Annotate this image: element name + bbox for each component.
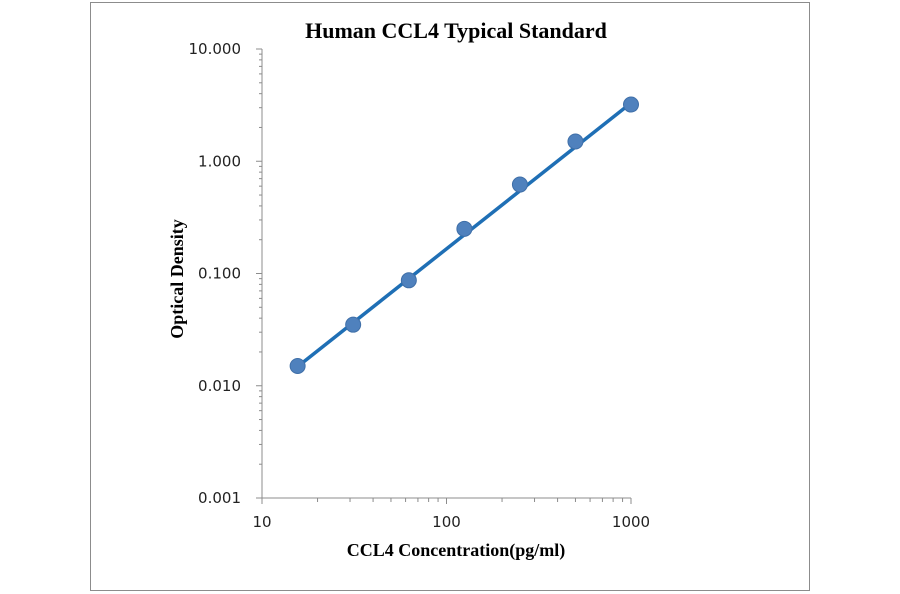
y-tick-label: 1.000 (198, 152, 241, 170)
x-axis-title: CCL4 Concentration(pg/ml) (347, 540, 566, 561)
chart-frame (90, 2, 810, 591)
chart-title: Human CCL4 Typical Standard (305, 18, 607, 43)
data-point (345, 316, 362, 333)
data-point (400, 272, 417, 289)
data-point (456, 220, 473, 237)
data-point (623, 96, 639, 113)
y-tick-label: 0.010 (198, 377, 241, 395)
y-tick-label: 0.100 (198, 265, 241, 283)
x-tick-label: 10 (252, 513, 271, 531)
x-tick-label: 1000 (612, 513, 650, 531)
axes: 10.000 1.000 0.100 0.010 0.001 10 100 1000 (189, 40, 651, 531)
data-point (511, 176, 528, 193)
data-points (289, 96, 639, 374)
data-point (289, 357, 306, 374)
y-axis-title: Optical Density (167, 219, 187, 339)
data-point (567, 133, 584, 150)
x-tick-label: 100 (432, 513, 461, 531)
y-tick-label: 0.001 (198, 489, 241, 507)
y-tick-label: 10.000 (189, 40, 242, 58)
